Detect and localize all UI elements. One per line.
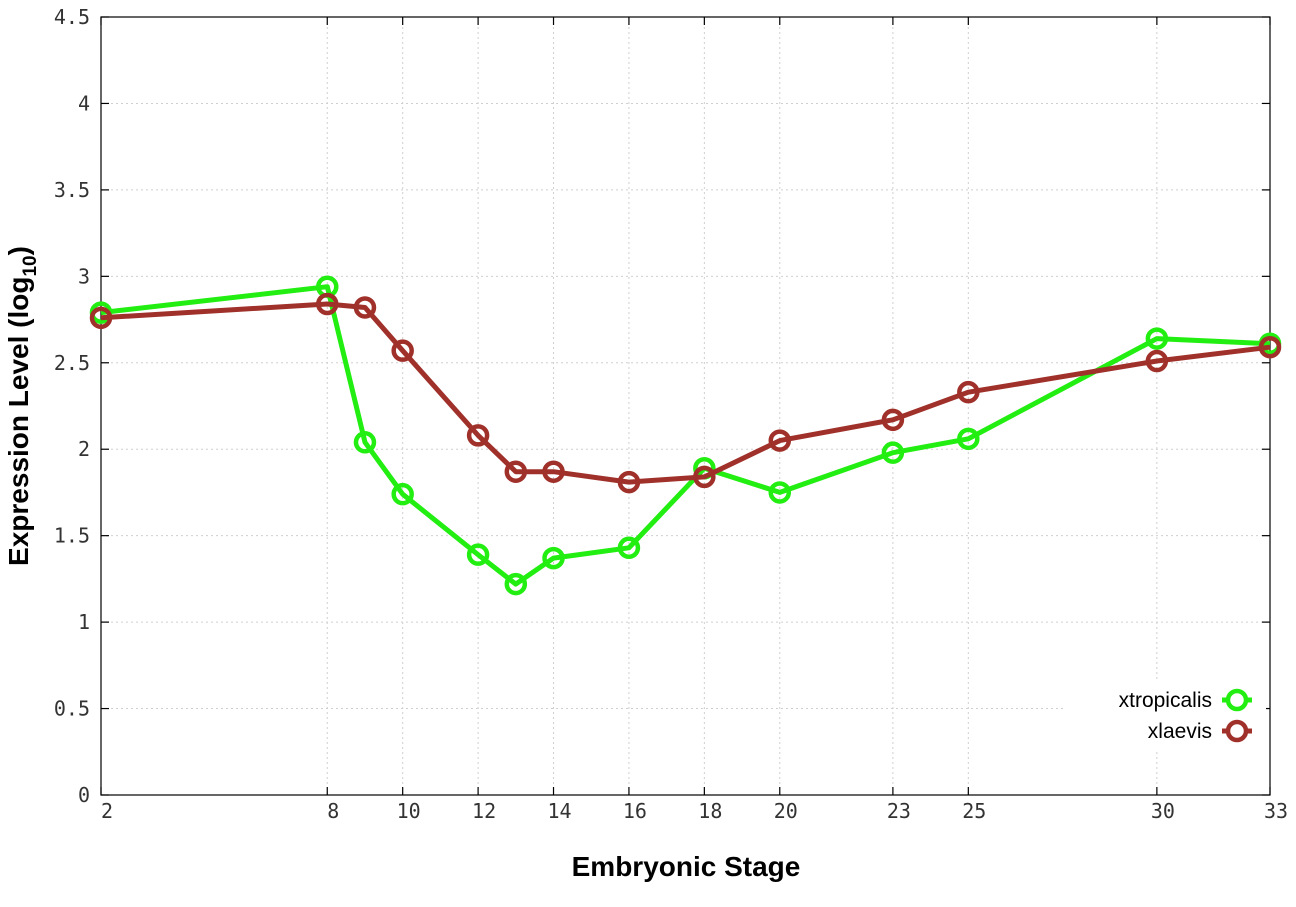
y-axis-title-main: Expression Level (log — [3, 277, 34, 566]
x-tick-label: 23 — [887, 799, 911, 823]
data-point-xtropicalis — [542, 546, 565, 570]
y-tick-label: 2 — [78, 437, 90, 461]
axis-ticks — [100, 16, 1271, 796]
x-tick-label: 14 — [547, 799, 571, 823]
data-point-xtropicalis — [1145, 327, 1169, 350]
x-tick-label: 30 — [1151, 799, 1175, 823]
data-point-xlaevis — [466, 424, 490, 447]
legend-marker-xlaevis — [1225, 719, 1249, 743]
x-tick-label: 33 — [1264, 799, 1288, 823]
series-layer — [89, 275, 1282, 596]
data-point-xlaevis — [504, 460, 528, 483]
y-tick-label: 0 — [78, 783, 90, 807]
y-tick-label: 3.5 — [54, 178, 90, 202]
y-axis-title: Expression Level (log10) — [3, 246, 41, 566]
data-point-xlaevis — [391, 339, 414, 362]
data-point-xlaevis — [316, 292, 339, 316]
x-tick-label: 16 — [623, 799, 647, 823]
grid-lines — [101, 17, 1270, 795]
data-point-xlaevis — [881, 408, 905, 432]
data-point-xtropicalis — [957, 427, 980, 451]
x-tick-label: 12 — [472, 799, 496, 823]
x-tick-label: 8 — [327, 799, 339, 823]
series-line-xlaevis — [100, 301, 1271, 485]
data-point-xtropicalis — [466, 543, 490, 566]
y-tick-label: 0.5 — [54, 697, 90, 721]
x-tick-label: 18 — [698, 799, 722, 823]
legend-marker-xtropicalis — [1225, 688, 1249, 712]
data-point-xtropicalis — [391, 482, 414, 506]
legend-label-xtropicalis: xtropicalis — [1119, 689, 1212, 712]
data-point-xlaevis — [89, 306, 113, 330]
data-point-xtropicalis — [881, 441, 905, 464]
x-tick-label: 20 — [774, 799, 798, 823]
y-axis-title-close: ) — [3, 246, 34, 255]
data-point-xlaevis — [768, 429, 792, 452]
y-axis-tick-labels: 0 0.5 1 1.5 2 2.5 3 3.5 4 4.5 — [54, 5, 90, 807]
data-point-xlaevis — [957, 380, 980, 404]
x-axis-title: Embryonic Stage — [572, 851, 801, 882]
data-point-xtropicalis — [504, 572, 528, 596]
data-point-xlaevis — [693, 465, 716, 489]
y-tick-label: 4.5 — [54, 5, 90, 29]
data-point-xlaevis — [353, 296, 377, 319]
data-point-xtropicalis — [768, 481, 792, 504]
y-tick-label: 2.5 — [54, 351, 90, 375]
y-tick-label: 4 — [78, 91, 90, 115]
data-point-xlaevis — [542, 460, 565, 483]
x-axis-tick-labels: 2 8 10 12 14 16 18 20 23 25 30 33 — [101, 799, 1288, 823]
series-line-xtropicalis — [100, 284, 1271, 587]
data-point-xlaevis — [1145, 349, 1169, 373]
y-tick-label: 3 — [78, 264, 90, 288]
x-tick-label: 25 — [962, 799, 986, 823]
data-point-xtropicalis — [353, 431, 377, 454]
plot-frame — [100, 16, 1271, 796]
legend: xtropicalis xlaevis — [1066, 680, 1266, 752]
y-tick-label: 1 — [78, 610, 90, 634]
y-tick-label: 1.5 — [54, 524, 90, 548]
x-tick-label: 10 — [397, 799, 421, 823]
data-point-xtropicalis — [617, 536, 641, 560]
data-point-xlaevis — [617, 470, 641, 494]
y-axis-title-subscript: 10 — [20, 255, 41, 276]
x-tick-label: 2 — [101, 799, 113, 823]
legend-label-xlaevis: xlaevis — [1148, 720, 1212, 743]
data-point-xlaevis — [1258, 335, 1282, 359]
